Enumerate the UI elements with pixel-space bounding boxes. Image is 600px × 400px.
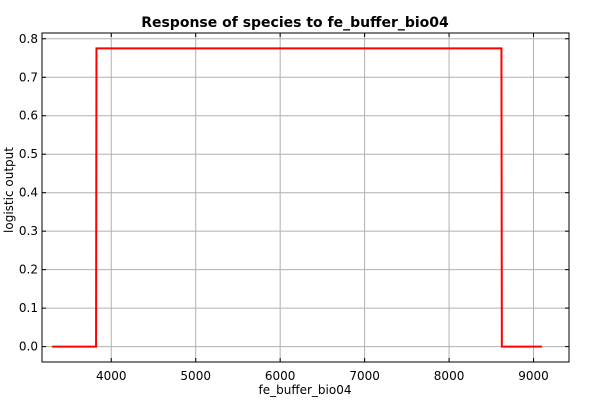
x-axis-ticks: 4000 5000 6000 7000 8000 9000 [96, 33, 549, 383]
y-tick-label: 0.6 [19, 109, 38, 123]
x-tick-label: 4000 [96, 369, 127, 383]
y-tick-label: 0.0 [19, 340, 38, 354]
grid [42, 33, 569, 362]
x-tick-label: 9000 [518, 369, 549, 383]
y-axis-label: logistic output [2, 147, 16, 233]
y-tick-label: 0.4 [19, 186, 38, 200]
x-tick-label: 8000 [434, 369, 465, 383]
x-axis-label: fe_buffer_bio04 [259, 383, 352, 397]
y-tick-label: 0.8 [19, 32, 38, 46]
y-tick-label: 0.3 [19, 224, 38, 238]
series-layer [52, 47, 542, 348]
y-tick-label: 0.5 [19, 147, 38, 161]
series-line [52, 47, 542, 348]
y-tick-label: 0.7 [19, 70, 38, 84]
y-axis-ticks: 0.0 0.1 0.2 0.3 0.4 0.5 0.6 0.7 0.8 [19, 32, 569, 354]
x-tick-label: 7000 [349, 369, 380, 383]
x-tick-label: 5000 [180, 369, 211, 383]
y-tick-label: 0.1 [19, 301, 38, 315]
plot-frame [41, 32, 570, 363]
chart-title: Response of species to fe_buffer_bio04 [141, 15, 449, 31]
x-tick-label: 6000 [265, 369, 296, 383]
y-tick-label: 0.2 [19, 263, 38, 277]
